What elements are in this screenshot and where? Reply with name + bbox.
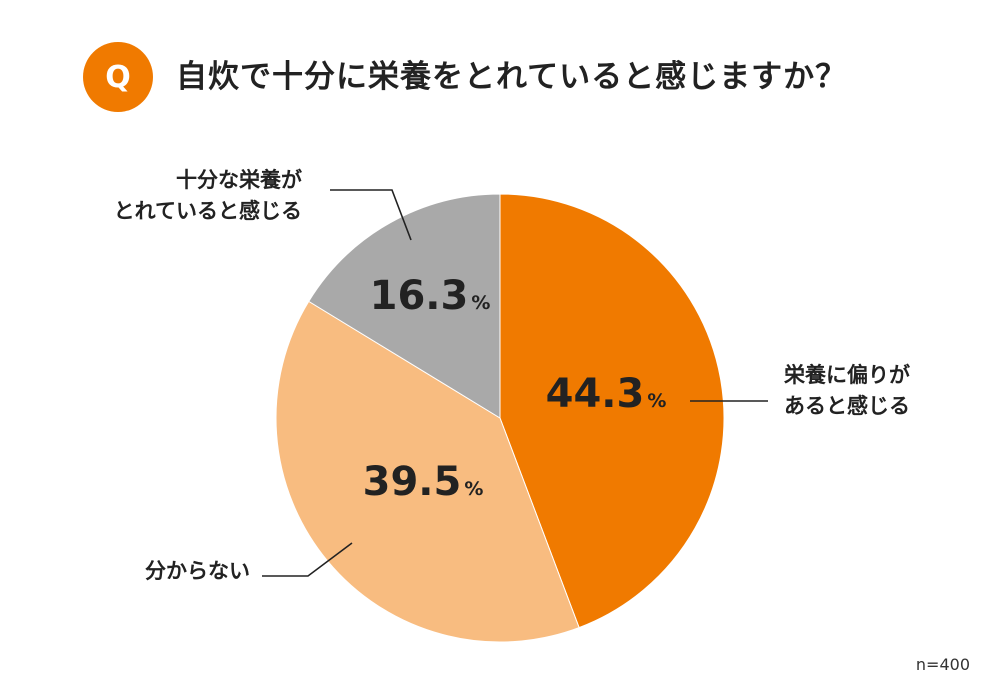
slice-value-label-2: 39.5%	[363, 459, 484, 505]
pie-slice-3	[308, 193, 501, 419]
slice-category-label-3: 十分な栄養がとれていると感じる	[114, 168, 302, 223]
slice-value-label-3: 16.3%	[370, 273, 491, 319]
slice-category-label-2: 分からない	[145, 559, 250, 583]
leader-line-2	[262, 542, 353, 577]
slice-value-label-1: 44.3%	[546, 371, 667, 417]
pie-slice-1	[499, 193, 725, 629]
question-title: 自炊で十分に栄養をとれていると感じますか？	[176, 59, 848, 95]
question-badge: Q	[83, 42, 153, 112]
leader-line-3	[330, 189, 412, 241]
slice-category-label-1: 栄養に偏りがあると感じる	[783, 363, 910, 418]
sample-size: n=400	[915, 655, 970, 674]
